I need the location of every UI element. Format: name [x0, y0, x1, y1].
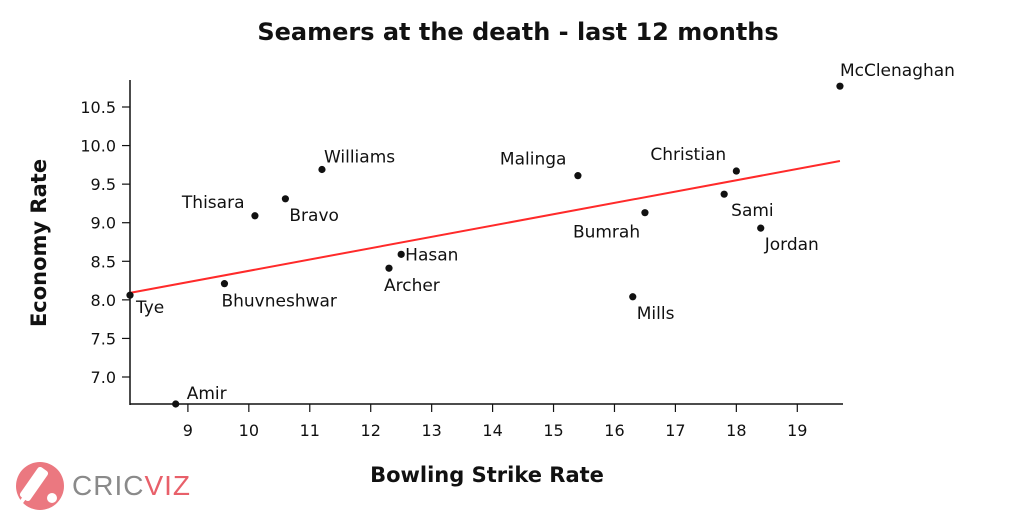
- data-point: [220, 280, 229, 288]
- trendline-group: [129, 160, 841, 294]
- data-point-label: Jordan: [764, 235, 819, 255]
- data-point-label: Sami: [731, 201, 774, 221]
- data-point-label: Mills: [637, 304, 675, 324]
- data-point: [397, 250, 405, 258]
- logo-text-viz: VIZ: [144, 470, 192, 501]
- data-point: [574, 172, 582, 180]
- y-tick-label: 10.0: [80, 137, 116, 156]
- data-point-label: Bumrah: [573, 223, 640, 243]
- data-point: [172, 400, 180, 408]
- y-tick-label: 10.5: [80, 98, 116, 117]
- data-point-label: Archer: [384, 276, 440, 296]
- data-point-label: Bhuvneshwar: [221, 292, 336, 312]
- y-tick-label: 7.5: [91, 329, 116, 348]
- data-point: [251, 212, 259, 220]
- x-tick-label: 9: [183, 421, 193, 440]
- data-point: [720, 190, 728, 198]
- x-tick-label: 19: [787, 421, 807, 440]
- data-point-label: Malinga: [500, 150, 567, 170]
- x-tick-label: 14: [482, 421, 502, 440]
- y-axis-title: Economy Rate: [27, 159, 51, 327]
- data-point-label: Tye: [135, 298, 164, 318]
- data-point-label: Hasan: [405, 245, 458, 265]
- data-point: [281, 195, 289, 203]
- y-tick-label: 8.0: [91, 291, 116, 310]
- data-point: [629, 293, 637, 301]
- points-group: McClenaghan Christian Sami Jordan Malinga Bum…: [126, 61, 955, 408]
- data-point-label: Bravo: [289, 206, 339, 226]
- data-point-label: Williams: [324, 147, 395, 167]
- y-tick-label: 8.5: [91, 252, 116, 271]
- data-point-label: Thisara: [181, 193, 245, 213]
- trendline: [129, 160, 841, 294]
- data-point: [641, 209, 649, 217]
- x-tick-label: 16: [604, 421, 624, 440]
- chart-title: Seamers at the death - last 12 months: [257, 18, 778, 46]
- data-point-label: Amir: [187, 384, 227, 404]
- x-tick-label: 18: [726, 421, 746, 440]
- x-tick-label: 10: [239, 421, 259, 440]
- cricket-bat-and-ball-icon: [16, 462, 64, 510]
- x-tick-label: 12: [361, 421, 381, 440]
- data-point-label: McClenaghan: [840, 61, 955, 81]
- cricviz-logo: CRICVIZ: [10, 458, 210, 518]
- data-point: [836, 82, 844, 90]
- data-point: [757, 224, 765, 232]
- x-axis-title: Bowling Strike Rate: [370, 463, 604, 487]
- data-point-label: Christian: [650, 145, 726, 165]
- axes: 9 10 11 12 13 14 15 16 17 18 19 7.0 7.5 8.0 8.5 9.0 9.5 1…: [80, 80, 843, 440]
- y-tick-label: 9.5: [91, 175, 116, 194]
- x-tick-label: 17: [665, 421, 685, 440]
- logo-text-cric: CRIC: [72, 470, 145, 501]
- data-point: [385, 264, 393, 272]
- y-tick-label: 7.0: [91, 368, 116, 387]
- data-point: [732, 167, 740, 175]
- data-point: [318, 165, 326, 174]
- x-tick-label: 15: [543, 421, 563, 440]
- y-tick-label: 9.0: [91, 214, 116, 233]
- x-tick-label: 13: [421, 421, 441, 440]
- data-point: [126, 291, 134, 299]
- x-tick-label: 11: [300, 421, 320, 440]
